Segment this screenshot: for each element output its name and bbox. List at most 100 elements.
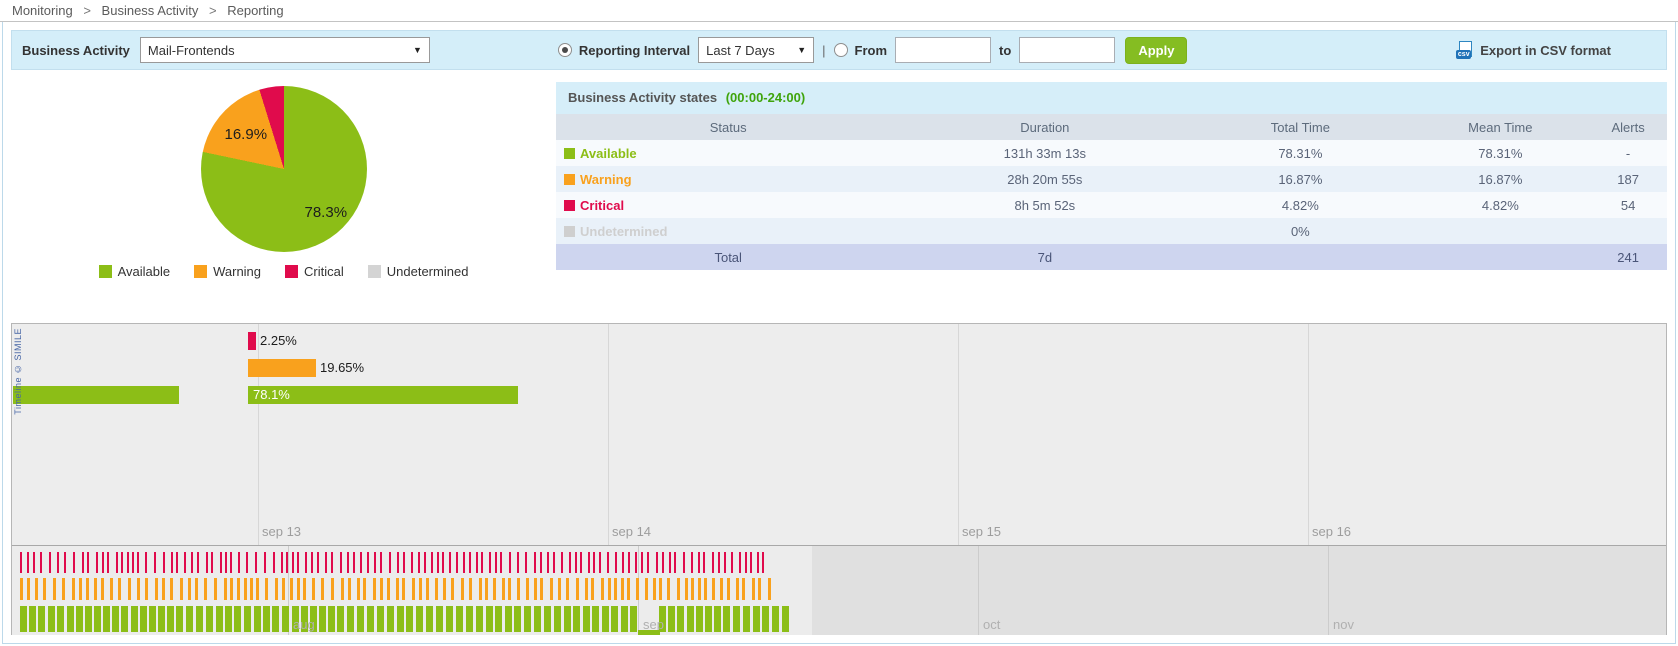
alerts-value: 54 xyxy=(1589,192,1667,218)
day-gridline xyxy=(258,324,259,545)
month-label-oct: oct xyxy=(983,617,1000,632)
total-total-time xyxy=(1189,244,1411,270)
from-date-input[interactable] xyxy=(895,37,991,63)
available-status-icon xyxy=(564,148,575,159)
critical-bar xyxy=(248,332,256,350)
critical-color-swatch xyxy=(285,265,298,278)
total-alerts: 241 xyxy=(1589,244,1667,270)
warning-event-ticks xyxy=(12,578,1666,600)
month-label-nov: nov xyxy=(1333,617,1354,632)
duration-value: 28h 20m 55s xyxy=(900,166,1189,192)
warning-bar xyxy=(248,359,316,377)
pie-legend: Available Warning Critical Undetermined xyxy=(11,264,556,279)
col-header-duration: Duration xyxy=(900,114,1189,140)
breadcrumb-business-activity[interactable]: Business Activity xyxy=(102,3,199,18)
total-label: Total xyxy=(556,244,900,270)
state-pie-panel: 16.9% 78.3% Available Warning Critical xyxy=(11,82,556,290)
states-title-text: Business Activity states xyxy=(568,90,717,105)
date-label-sep13: sep 13 xyxy=(262,524,301,539)
legend-label: Warning xyxy=(213,264,261,279)
reporting-interval-label: Reporting Interval xyxy=(579,43,690,58)
mean-time-value: 16.87% xyxy=(1411,166,1589,192)
current-range-marker xyxy=(638,630,660,635)
simile-attribution: Timeline © SIMILE xyxy=(13,328,23,415)
legend-label: Critical xyxy=(304,264,344,279)
page-container: Business Activity Mail-Frontends ▼ Repor… xyxy=(2,22,1676,644)
month-label-aug: aug xyxy=(293,617,315,632)
filter-toolbar: Business Activity Mail-Frontends ▼ Repor… xyxy=(11,30,1667,70)
total-time-value: 16.87% xyxy=(1189,166,1411,192)
table-row-total: Total 7d 241 xyxy=(556,244,1667,270)
states-header-row: Status Duration Total Time Mean Time Ale… xyxy=(556,114,1667,140)
export-csv-label: Export in CSV format xyxy=(1480,43,1611,58)
breadcrumb-monitoring[interactable]: Monitoring xyxy=(12,3,73,18)
warning-bar-label: 19.65% xyxy=(320,359,364,377)
total-mean-time xyxy=(1411,244,1589,270)
date-label-sep14: sep 14 xyxy=(612,524,651,539)
table-row-available: Available 131h 33m 13s 78.31% 78.31% - xyxy=(556,140,1667,166)
total-time-value: 4.82% xyxy=(1189,192,1411,218)
from-label: From xyxy=(855,43,888,58)
apply-button[interactable]: Apply xyxy=(1125,37,1187,64)
legend-item-critical: Critical xyxy=(285,264,344,279)
day-gridline xyxy=(958,324,959,545)
breadcrumb: Monitoring > Business Activity > Reporti… xyxy=(0,0,1678,22)
states-table-panel: Business Activity states (00:00-24:00) S… xyxy=(556,82,1667,290)
warning-status-icon xyxy=(564,174,575,185)
undetermined-status-icon xyxy=(564,226,575,237)
states-table: Status Duration Total Time Mean Time Ale… xyxy=(556,114,1667,270)
timeline-main-band[interactable]: sep 13 sep 14 sep 15 sep 16 2.25% 19.65%… xyxy=(12,324,1666,545)
critical-status-icon xyxy=(564,200,575,211)
available-event-ticks xyxy=(12,606,1666,632)
chevron-down-icon: ▼ xyxy=(797,45,806,55)
legend-item-available: Available xyxy=(99,264,171,279)
csv-file-icon: csv xyxy=(1456,41,1474,59)
timeline-panel: sep 13 sep 14 sep 15 sep 16 2.25% 19.65%… xyxy=(11,323,1667,635)
status-label: Critical xyxy=(580,198,624,213)
breadcrumb-separator: > xyxy=(83,3,91,18)
legend-label: Available xyxy=(118,264,171,279)
available-bar-label: 78.1% xyxy=(249,386,290,404)
legend-item-warning: Warning xyxy=(194,264,261,279)
reporting-interval-radio[interactable] xyxy=(558,43,572,57)
table-row-undetermined: Undetermined 0% xyxy=(556,218,1667,244)
duration-value: 8h 5m 52s xyxy=(900,192,1189,218)
custom-period-radio[interactable] xyxy=(834,43,848,57)
alerts-value: - xyxy=(1589,140,1667,166)
mean-time-value xyxy=(1411,218,1589,244)
critical-bar-label: 2.25% xyxy=(260,332,297,350)
to-date-input[interactable] xyxy=(1019,37,1115,63)
col-header-mean-time: Mean Time xyxy=(1411,114,1589,140)
toolbar-separator: | xyxy=(822,43,825,58)
pie-warning-value-label: 16.9% xyxy=(225,126,268,143)
business-activity-label: Business Activity xyxy=(22,43,130,58)
status-label: Warning xyxy=(580,172,632,187)
reporting-interval-select[interactable]: Last 7 Days ▼ xyxy=(698,37,814,63)
undetermined-color-swatch xyxy=(368,265,381,278)
col-header-alerts: Alerts xyxy=(1589,114,1667,140)
reporting-interval-selected-value: Last 7 Days xyxy=(706,43,775,58)
col-header-total-time: Total Time xyxy=(1189,114,1411,140)
status-label: Undetermined xyxy=(580,224,667,239)
business-activity-select[interactable]: Mail-Frontends ▼ xyxy=(140,37,430,63)
col-header-status: Status xyxy=(556,114,900,140)
pie-available-value-label: 78.3% xyxy=(305,204,348,221)
date-label-sep15: sep 15 xyxy=(962,524,1001,539)
state-pie-chart: 16.9% 78.3% xyxy=(201,86,367,252)
timeline-overview-band[interactable]: aug sep oct nov xyxy=(12,545,1666,635)
total-time-value: 0% xyxy=(1189,218,1411,244)
date-label-sep16: sep 16 xyxy=(1312,524,1351,539)
duration-value xyxy=(900,218,1189,244)
table-row-critical: Critical 8h 5m 52s 4.82% 4.82% 54 xyxy=(556,192,1667,218)
mean-time-value: 78.31% xyxy=(1411,140,1589,166)
export-csv-link[interactable]: csv Export in CSV format xyxy=(1456,41,1611,59)
warning-color-swatch xyxy=(194,265,207,278)
total-time-value: 78.31% xyxy=(1189,140,1411,166)
duration-value: 131h 33m 13s xyxy=(900,140,1189,166)
total-duration: 7d xyxy=(900,244,1189,270)
legend-item-undetermined: Undetermined xyxy=(368,264,469,279)
status-label: Available xyxy=(580,146,637,161)
alerts-value xyxy=(1589,218,1667,244)
to-label: to xyxy=(999,43,1011,58)
breadcrumb-reporting[interactable]: Reporting xyxy=(227,3,283,18)
